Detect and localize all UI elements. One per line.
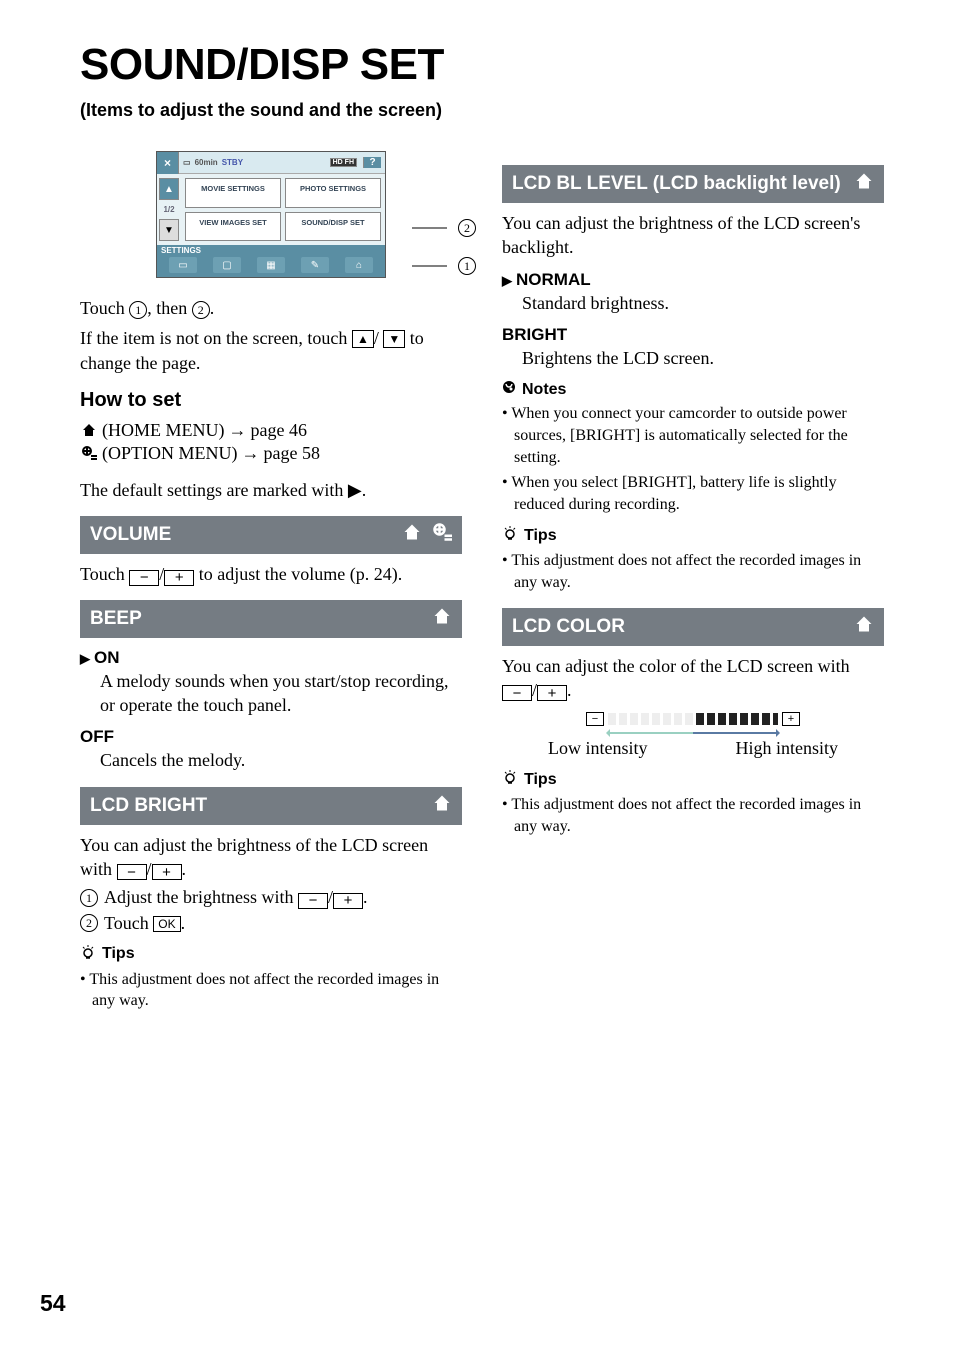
note-item: When you select [BRIGHT], battery life i… xyxy=(502,472,884,515)
plus-button: + xyxy=(333,893,363,909)
minus-button: − xyxy=(129,570,159,586)
lcd-color-intro: You can adjust the color of the LCD scre… xyxy=(502,654,884,703)
home-icon xyxy=(854,171,874,197)
beep-on-desc: A melody sounds when you start/stop reco… xyxy=(100,670,462,717)
bright-heading: BRIGHT xyxy=(502,325,884,345)
home-icon xyxy=(432,793,452,819)
ok-button: OK xyxy=(153,916,180,932)
menu-cell: VIEW IMAGES SET xyxy=(185,212,281,242)
callout-2: 2 xyxy=(458,219,476,237)
page-title: SOUND/DISP SET xyxy=(80,40,884,90)
battery-label: 60min xyxy=(195,158,218,167)
page-change-instruction: If the item is not on the screen, touch … xyxy=(80,326,462,375)
minus-button: − xyxy=(502,685,532,701)
page-frac: 1/2 xyxy=(163,205,174,214)
minus-button: − xyxy=(117,864,147,880)
home-menu-row: (HOME MENU) → page 46 xyxy=(80,420,462,441)
how-to-set-heading: How to set xyxy=(80,389,462,412)
lcd-bright-intro: You can adjust the brightness of the LCD… xyxy=(80,833,462,882)
option-menu-row: (OPTION MENU) → page 58 xyxy=(80,443,462,464)
help-icon: ? xyxy=(363,157,381,168)
minus-button: − xyxy=(298,893,328,909)
menu-screenshot: × ▭ 60min STBY HD FH ? ▲ 1 xyxy=(156,151,386,278)
beep-off-heading: OFF xyxy=(80,727,462,747)
lcd-bright-step-2: 2 Touch OK. xyxy=(80,913,462,934)
home-icon xyxy=(80,422,98,438)
tab-icon: ▭ xyxy=(169,257,197,273)
tips-heading: Tips xyxy=(80,944,462,965)
tab-icon: ▢ xyxy=(213,257,241,273)
up-arrow-icon: ▲ xyxy=(159,178,179,200)
menu-cell: SOUND/DISP SET xyxy=(285,212,381,242)
lcd-bright-heading: LCD BRIGHT xyxy=(80,787,462,825)
beep-heading: BEEP xyxy=(80,600,462,638)
stby-label: STBY xyxy=(222,158,243,167)
note-icon xyxy=(502,380,516,399)
volume-heading: VOLUME xyxy=(80,516,462,554)
tips-heading: Tips xyxy=(502,769,884,790)
lcd-bl-intro: You can adjust the brightness of the LCD… xyxy=(502,211,884,260)
high-intensity-label: High intensity xyxy=(736,738,839,759)
callout-1: 1 xyxy=(458,257,476,275)
plus-icon: + xyxy=(782,712,800,726)
normal-heading: ▶NORMAL xyxy=(502,270,884,290)
low-intensity-label: Low intensity xyxy=(548,738,648,759)
plus-button: + xyxy=(164,570,194,586)
default-settings-note: The default settings are marked with ▶. xyxy=(80,478,462,502)
notes-heading: Notes xyxy=(502,380,884,399)
option-icon xyxy=(80,445,98,461)
lcd-bright-step-1: 1 Adjust the brightness with −/+. xyxy=(80,887,462,909)
tip-icon xyxy=(502,769,518,790)
menu-cell: PHOTO SETTINGS xyxy=(285,178,381,208)
option-icon xyxy=(432,522,452,548)
intensity-figure: − + xyxy=(502,712,884,734)
touch-instruction: Touch 1, then 2. xyxy=(80,296,462,320)
tab-icon: ⌂ xyxy=(345,257,373,273)
plus-button: + xyxy=(152,864,182,880)
hd-label: HD FH xyxy=(330,158,357,167)
plus-button: + xyxy=(537,685,567,701)
down-arrow-icon: ▼ xyxy=(159,219,179,241)
beep-on-heading: ▶ON xyxy=(80,648,462,668)
note-item: When you connect your camcorder to outsi… xyxy=(502,403,884,468)
tab-icon: ✎ xyxy=(301,257,329,273)
volume-text: Touch −/+ to adjust the volume (p. 24). xyxy=(80,562,462,586)
tip-item: This adjustment does not affect the reco… xyxy=(80,969,462,1012)
tip-item: This adjustment does not affect the reco… xyxy=(502,550,884,593)
bright-desc: Brightens the LCD screen. xyxy=(522,347,884,370)
page-number: 54 xyxy=(40,1290,66,1317)
tips-heading: Tips xyxy=(502,525,884,546)
menu-cell: MOVIE SETTINGS xyxy=(185,178,281,208)
tab-icon: ▦ xyxy=(257,257,285,273)
tip-icon xyxy=(502,525,518,546)
home-icon xyxy=(402,522,422,548)
home-icon xyxy=(432,606,452,632)
home-icon xyxy=(854,614,874,640)
page-subtitle: (Items to adjust the sound and the scree… xyxy=(80,100,884,121)
lcd-bl-level-heading: LCD BL LEVEL (LCD backlight level) xyxy=(502,165,884,203)
beep-off-desc: Cancels the melody. xyxy=(100,749,462,772)
intensity-bar xyxy=(608,713,778,725)
intensity-labels: Low intensity High intensity xyxy=(548,738,838,759)
tip-icon xyxy=(80,944,96,965)
settings-label: SETTINGS xyxy=(157,245,385,255)
minus-icon: − xyxy=(586,712,604,726)
normal-desc: Standard brightness. xyxy=(522,292,884,315)
lcd-color-heading: LCD COLOR xyxy=(502,608,884,646)
close-icon: × xyxy=(157,152,179,174)
tip-item: This adjustment does not affect the reco… xyxy=(502,794,884,837)
